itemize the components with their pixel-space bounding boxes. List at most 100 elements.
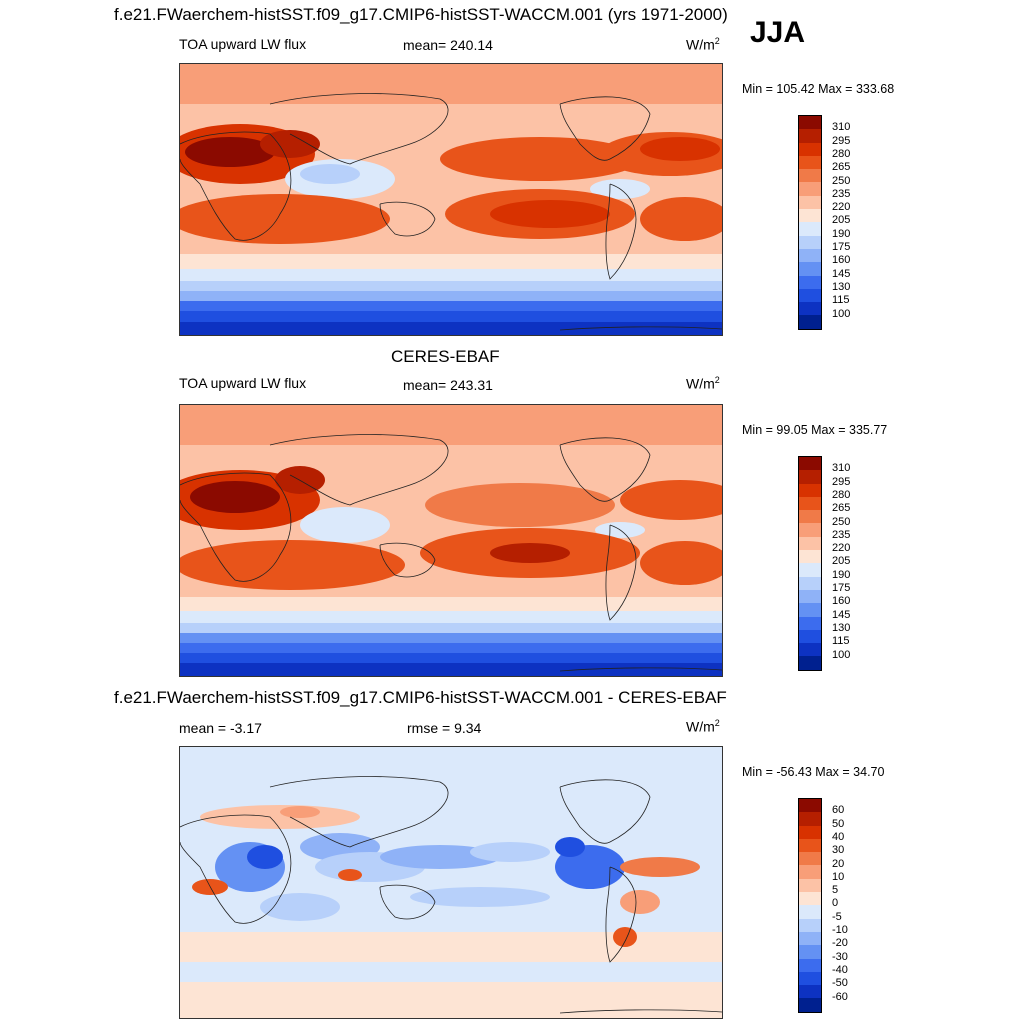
colorbar-swatch (799, 971, 821, 986)
colorbar-swatch (799, 905, 821, 919)
colorbar-tick-label: 20 (832, 857, 845, 870)
panel3-units: W/m2 (686, 718, 720, 735)
colorbar-tick-label: 160 (832, 595, 851, 608)
colorbar-swatch (799, 315, 821, 329)
panel1-title: f.e21.FWaerchem-histSST.f09_g17.CMIP6-hi… (114, 5, 728, 24)
colorbar-swatch (799, 656, 821, 670)
colorbar-swatch (799, 958, 821, 972)
colorbar-swatch (799, 643, 821, 657)
colorbar-swatch (799, 222, 821, 236)
colorbar-swatch (799, 248, 821, 263)
colorbar-tick-label: 145 (832, 267, 851, 280)
colorbar-swatch (799, 302, 821, 316)
colorbar-tick-label: 220 (832, 542, 851, 555)
panel2-map (179, 404, 723, 677)
colorbar-tick-label: 250 (832, 515, 851, 528)
panel2-variable-label: TOA upward LW flux (179, 375, 307, 391)
colorbar-swatch (799, 998, 821, 1012)
colorbar-tick-label: 160 (832, 254, 851, 267)
colorbar-tick-label: 220 (832, 201, 851, 214)
panel1-minmax: Min = 105.42 Max = 333.68 (742, 82, 895, 96)
colorbar-tick-label: 310 (832, 462, 851, 475)
season-label: JJA (750, 16, 806, 49)
colorbar-tick-label: 265 (832, 502, 851, 515)
colorbar-swatch (799, 812, 821, 826)
colorbar-tick-label: 175 (832, 241, 851, 253)
colorbar-tick-label: 5 (832, 884, 839, 897)
panel2-title: CERES-EBAF (391, 347, 500, 366)
colorbar-tick-label: 235 (832, 528, 851, 541)
colorbar-tick-label: 100 (832, 307, 851, 320)
panel3-rmse-label: rmse = 9.34 (407, 720, 482, 736)
panel3-title: f.e21.FWaerchem-histSST.f09_g17.CMIP6-hi… (114, 688, 727, 707)
colorbar-tick-label: -10 (832, 924, 848, 936)
colorbar-swatch (799, 825, 821, 839)
colorbar-swatch (799, 195, 821, 210)
colorbar-swatch (799, 945, 821, 959)
colorbar-swatch (799, 209, 821, 223)
colorbar-tick-label: 50 (832, 817, 845, 830)
colorbar-swatch (799, 550, 821, 564)
colorbar-tick-label: 10 (832, 870, 845, 883)
colorbar-tick-label: 60 (832, 804, 845, 817)
colorbar-swatch (799, 985, 821, 999)
colorbar-tick-label: 190 (832, 227, 851, 240)
panel1-units: W/m2 (686, 36, 720, 53)
panel3-mean-label: mean = -3.17 (179, 720, 262, 736)
colorbar-tick-label: 205 (832, 555, 851, 568)
colorbar-tick-label: 295 (832, 134, 851, 147)
panel1-variable-label: TOA upward LW flux (179, 36, 307, 52)
colorbar-swatch (799, 838, 821, 853)
panel2-minmax: Min = 99.05 Max = 335.77 (742, 423, 888, 437)
colorbar-tick-label: -5 (832, 910, 842, 923)
panel1-map (179, 63, 723, 336)
colorbar-tick-label: 280 (832, 488, 851, 501)
colorbar-tick-label: 175 (832, 582, 851, 594)
colorbar-tick-label: 310 (832, 121, 851, 134)
colorbar-tick-label: 295 (832, 475, 851, 488)
colorbar-tick-label: 205 (832, 214, 851, 227)
panel1-mean-label: mean= 240.14 (403, 37, 493, 53)
colorbar-swatch (799, 483, 821, 497)
colorbar-swatch (799, 470, 821, 484)
colorbar-swatch (799, 169, 821, 183)
colorbar-swatch (799, 262, 821, 276)
colorbar-tick-label: 115 (832, 635, 850, 648)
colorbar-swatch (799, 536, 821, 551)
colorbar-tick-label: -40 (832, 963, 848, 976)
colorbar-swatch (799, 878, 821, 893)
colorbar-tick-label: 0 (832, 897, 839, 910)
colorbar-tick-label: 40 (832, 830, 845, 843)
colorbar-swatch (799, 116, 821, 130)
colorbar-swatch (799, 865, 821, 879)
colorbar-swatch (799, 892, 821, 906)
panel3-map (179, 746, 723, 1019)
colorbar-swatch (799, 155, 821, 170)
colorbar-tick-label: -60 (832, 990, 848, 1003)
colorbar-tick-label: 265 (832, 161, 851, 174)
colorbar-tick-label: 115 (832, 294, 850, 307)
panel1-colorbar (798, 115, 822, 330)
colorbar-swatch (799, 496, 821, 511)
colorbar-swatch (799, 523, 821, 537)
colorbar-swatch (799, 235, 821, 249)
colorbar-swatch (799, 576, 821, 590)
colorbar-swatch (799, 510, 821, 524)
panel3-minmax: Min = -56.43 Max = 34.70 (742, 765, 885, 779)
colorbar-tick-label: 250 (832, 174, 851, 187)
colorbar-tick-label: 280 (832, 147, 851, 160)
colorbar-tick-label: 235 (832, 187, 851, 200)
colorbar-tick-label: -30 (832, 950, 848, 963)
colorbar-swatch (799, 142, 821, 156)
colorbar-swatch (799, 275, 821, 289)
colorbar-swatch (799, 563, 821, 577)
colorbar-swatch (799, 457, 821, 471)
colorbar-swatch (799, 931, 821, 946)
colorbar-swatch (799, 629, 821, 644)
colorbar-tick-label: 130 (832, 280, 851, 293)
panel2-mean-label: mean= 243.31 (403, 377, 493, 393)
colorbar-tick-label: -50 (832, 977, 848, 990)
colorbar-swatch (799, 852, 821, 866)
colorbar-tick-label: 190 (832, 568, 851, 581)
panel3-colorbar (798, 798, 822, 1013)
